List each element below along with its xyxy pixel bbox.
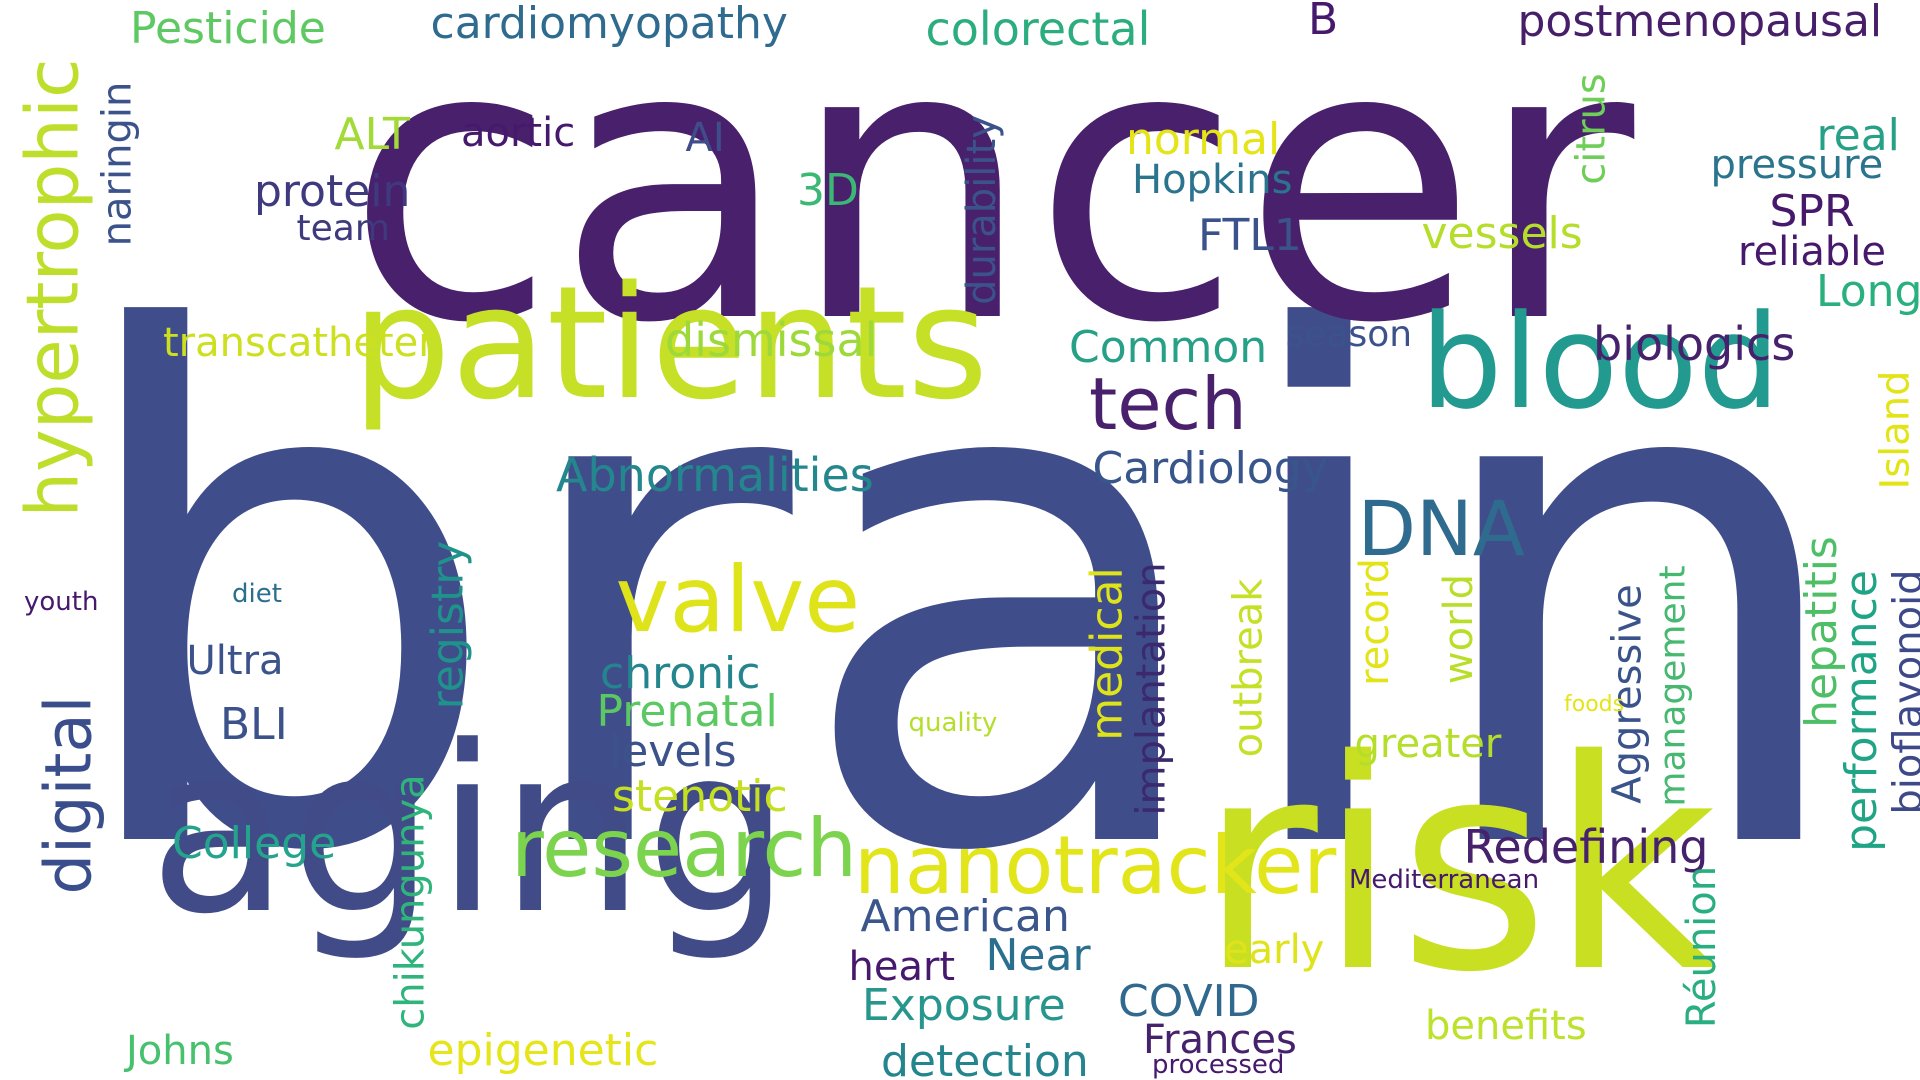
word-alt: ALT: [334, 109, 410, 160]
word-valve: valve: [615, 547, 861, 653]
word-reliable: reliable: [1738, 229, 1887, 275]
word-team: team: [296, 208, 390, 249]
word-postmenopausal: postmenopausal: [1517, 0, 1883, 47]
word-long: Long: [1816, 266, 1920, 317]
word-exposure: Exposure: [862, 980, 1066, 1031]
word-season: season: [1285, 314, 1413, 355]
word-dna: DNA: [1357, 484, 1525, 573]
word-hopkins: Hopkins: [1132, 157, 1293, 203]
word-abnormalities: Abnormalities: [556, 448, 874, 502]
word-near: Near: [985, 930, 1091, 981]
word-common: Common: [1069, 322, 1268, 373]
word-b: B: [1308, 0, 1339, 45]
word-outbreak: outbreak: [1224, 578, 1271, 758]
word-bli: BLI: [220, 699, 288, 750]
word-heart: heart: [848, 944, 956, 990]
word-brain: brain: [60, 190, 1860, 1005]
word-normal: normal: [1126, 114, 1281, 165]
word-foods: foods: [1564, 692, 1625, 717]
word-digital: digital: [31, 695, 106, 895]
word-diet: diet: [232, 579, 282, 609]
word-quality: quality: [908, 708, 998, 738]
word-pressure: pressure: [1710, 142, 1884, 188]
word-spr: SPR: [1769, 186, 1855, 237]
word-vessels: vessels: [1421, 208, 1583, 259]
word-transcatheter: transcatheter: [163, 320, 435, 366]
word-early: early: [1224, 927, 1325, 973]
word-world: world: [1436, 573, 1483, 685]
word-biologics: biologics: [1593, 317, 1796, 371]
word-tech: tech: [1089, 362, 1247, 446]
word-ultra: Ultra: [186, 638, 284, 684]
word-youth: youth: [24, 587, 99, 617]
word-3d: 3D: [797, 165, 859, 216]
word-ftl1: FTL1: [1198, 210, 1302, 261]
word-detection: detection: [881, 1036, 1089, 1080]
word-frances: Frances: [1143, 1017, 1297, 1063]
word-college: College: [172, 818, 337, 869]
word-record: record: [1351, 558, 1398, 686]
word-nanotracker: nanotracker: [854, 819, 1337, 912]
word-prenatal: Prenatal: [596, 686, 778, 737]
word-research: research: [511, 802, 858, 895]
word-cardiology: Cardiology: [1092, 443, 1328, 494]
word-citrus: citrus: [1568, 73, 1615, 185]
word-redefining: Redefining: [1463, 820, 1709, 874]
word-registry: registry: [421, 540, 473, 710]
word-aging: aging: [148, 698, 792, 965]
word-cardiomyopathy: cardiomyopathy: [430, 0, 788, 49]
word-johns: Johns: [126, 1028, 234, 1074]
word-management: management: [1652, 565, 1694, 807]
word-epigenetic: epigenetic: [427, 1025, 659, 1076]
word-bioflavonoid: bioflavonoid: [1885, 569, 1920, 815]
word-dismissal: dismissal: [665, 313, 878, 367]
word-chikungunya: chikungunya: [387, 774, 434, 1030]
word-blood: blood: [1420, 286, 1781, 438]
word-risk: risk: [1198, 699, 1718, 1036]
word-protein: protein: [254, 166, 411, 217]
word-durability: durability: [958, 115, 1005, 305]
word-hypertrophic: hypertrophic: [10, 58, 95, 518]
word-reunion: Réunion: [1679, 865, 1726, 1029]
word-ai: AI: [685, 115, 725, 161]
word-greater: greater: [1354, 721, 1502, 767]
word-processed: processed: [1152, 1050, 1285, 1080]
word-island: Island: [1872, 370, 1919, 490]
word-covid: COVID: [1118, 976, 1260, 1027]
word-aortic: aortic: [461, 110, 576, 156]
word-chronic: chronic: [600, 648, 761, 699]
word-levels: levels: [609, 726, 737, 777]
word-benefits: benefits: [1425, 1003, 1587, 1049]
word-medical: medical: [1081, 567, 1133, 741]
word-american: American: [860, 891, 1070, 942]
word-implantation: implantation: [1128, 562, 1175, 816]
word-naringin: naringin: [93, 81, 140, 247]
word-mediterranean: Mediterranean: [1349, 865, 1540, 895]
word-pesticide: Pesticide: [130, 3, 326, 54]
word-real: real: [1816, 110, 1900, 161]
word-cancer: cancer: [346, 0, 1635, 407]
word-colorectal: colorectal: [925, 2, 1151, 56]
word-stenotic: stenotic: [612, 771, 788, 822]
word-patients: patients: [352, 252, 989, 434]
word-performance: performance: [1835, 570, 1887, 852]
